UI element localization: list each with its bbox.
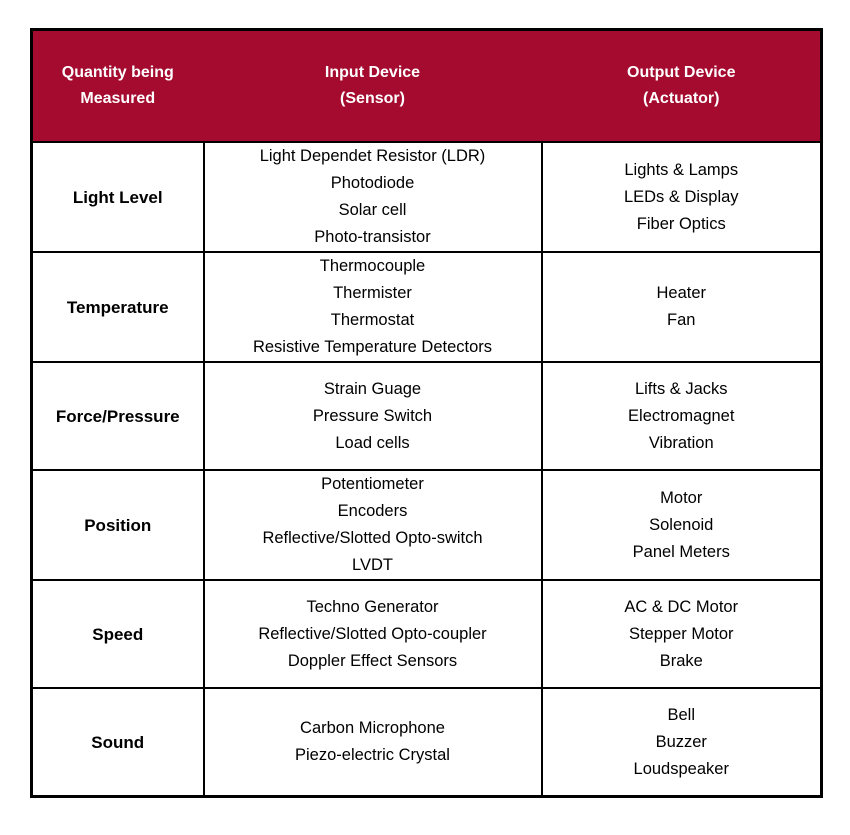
table-row-speed: Speed Techno Generator Reflective/Slotte… <box>30 579 823 689</box>
table-row-force-pressure: Force/Pressure Strain Guage Pressure Swi… <box>30 361 823 471</box>
sensor-cell: Techno Generator Reflective/Slotted Opto… <box>202 579 543 689</box>
quantity-cell: Sound <box>30 687 205 798</box>
actuator-cell: Motor Solenoid Panel Meters <box>540 469 823 581</box>
header-quantity-measured: Quantity being Measured <box>30 28 205 143</box>
header-input-device-sensor: Input Device (Sensor) <box>202 28 543 143</box>
sensor-cell: Light Dependet Resistor (LDR) Photodiode… <box>202 141 543 253</box>
actuator-cell: Lights & Lamps LEDs & Display Fiber Opti… <box>540 141 823 253</box>
quantity-cell: Force/Pressure <box>30 361 205 471</box>
header-output-device-actuator: Output Device (Actuator) <box>540 28 823 143</box>
table-row-temperature: Temperature Thermocouple Thermister Ther… <box>30 251 823 363</box>
sensor-cell: Carbon Microphone Piezo-electric Crystal <box>202 687 543 798</box>
header-row: Quantity being Measured Input Device (Se… <box>30 28 823 143</box>
actuator-cell: Bell Buzzer Loudspeaker <box>540 687 823 798</box>
quantity-cell: Speed <box>30 579 205 689</box>
actuator-cell: AC & DC Motor Stepper Motor Brake <box>540 579 823 689</box>
table-row-light-level: Light Level Light Dependet Resistor (LDR… <box>30 141 823 253</box>
table-row-position: Position Potentiometer Encoders Reflecti… <box>30 469 823 581</box>
quantity-cell: Light Level <box>30 141 205 253</box>
table-row-sound: Sound Carbon Microphone Piezo-electric C… <box>30 687 823 798</box>
quantity-cell: Temperature <box>30 251 205 363</box>
actuator-cell: Lifts & Jacks Electromagnet Vibration <box>540 361 823 471</box>
sensor-cell: Thermocouple Thermister Thermostat Resis… <box>202 251 543 363</box>
sensor-cell: Strain Guage Pressure Switch Load cells <box>202 361 543 471</box>
actuator-cell: Heater Fan <box>540 251 823 363</box>
quantity-cell: Position <box>30 469 205 581</box>
sensors-actuators-table: Quantity being Measured Input Device (Se… <box>30 28 823 798</box>
sensor-cell: Potentiometer Encoders Reflective/Slotte… <box>202 469 543 581</box>
